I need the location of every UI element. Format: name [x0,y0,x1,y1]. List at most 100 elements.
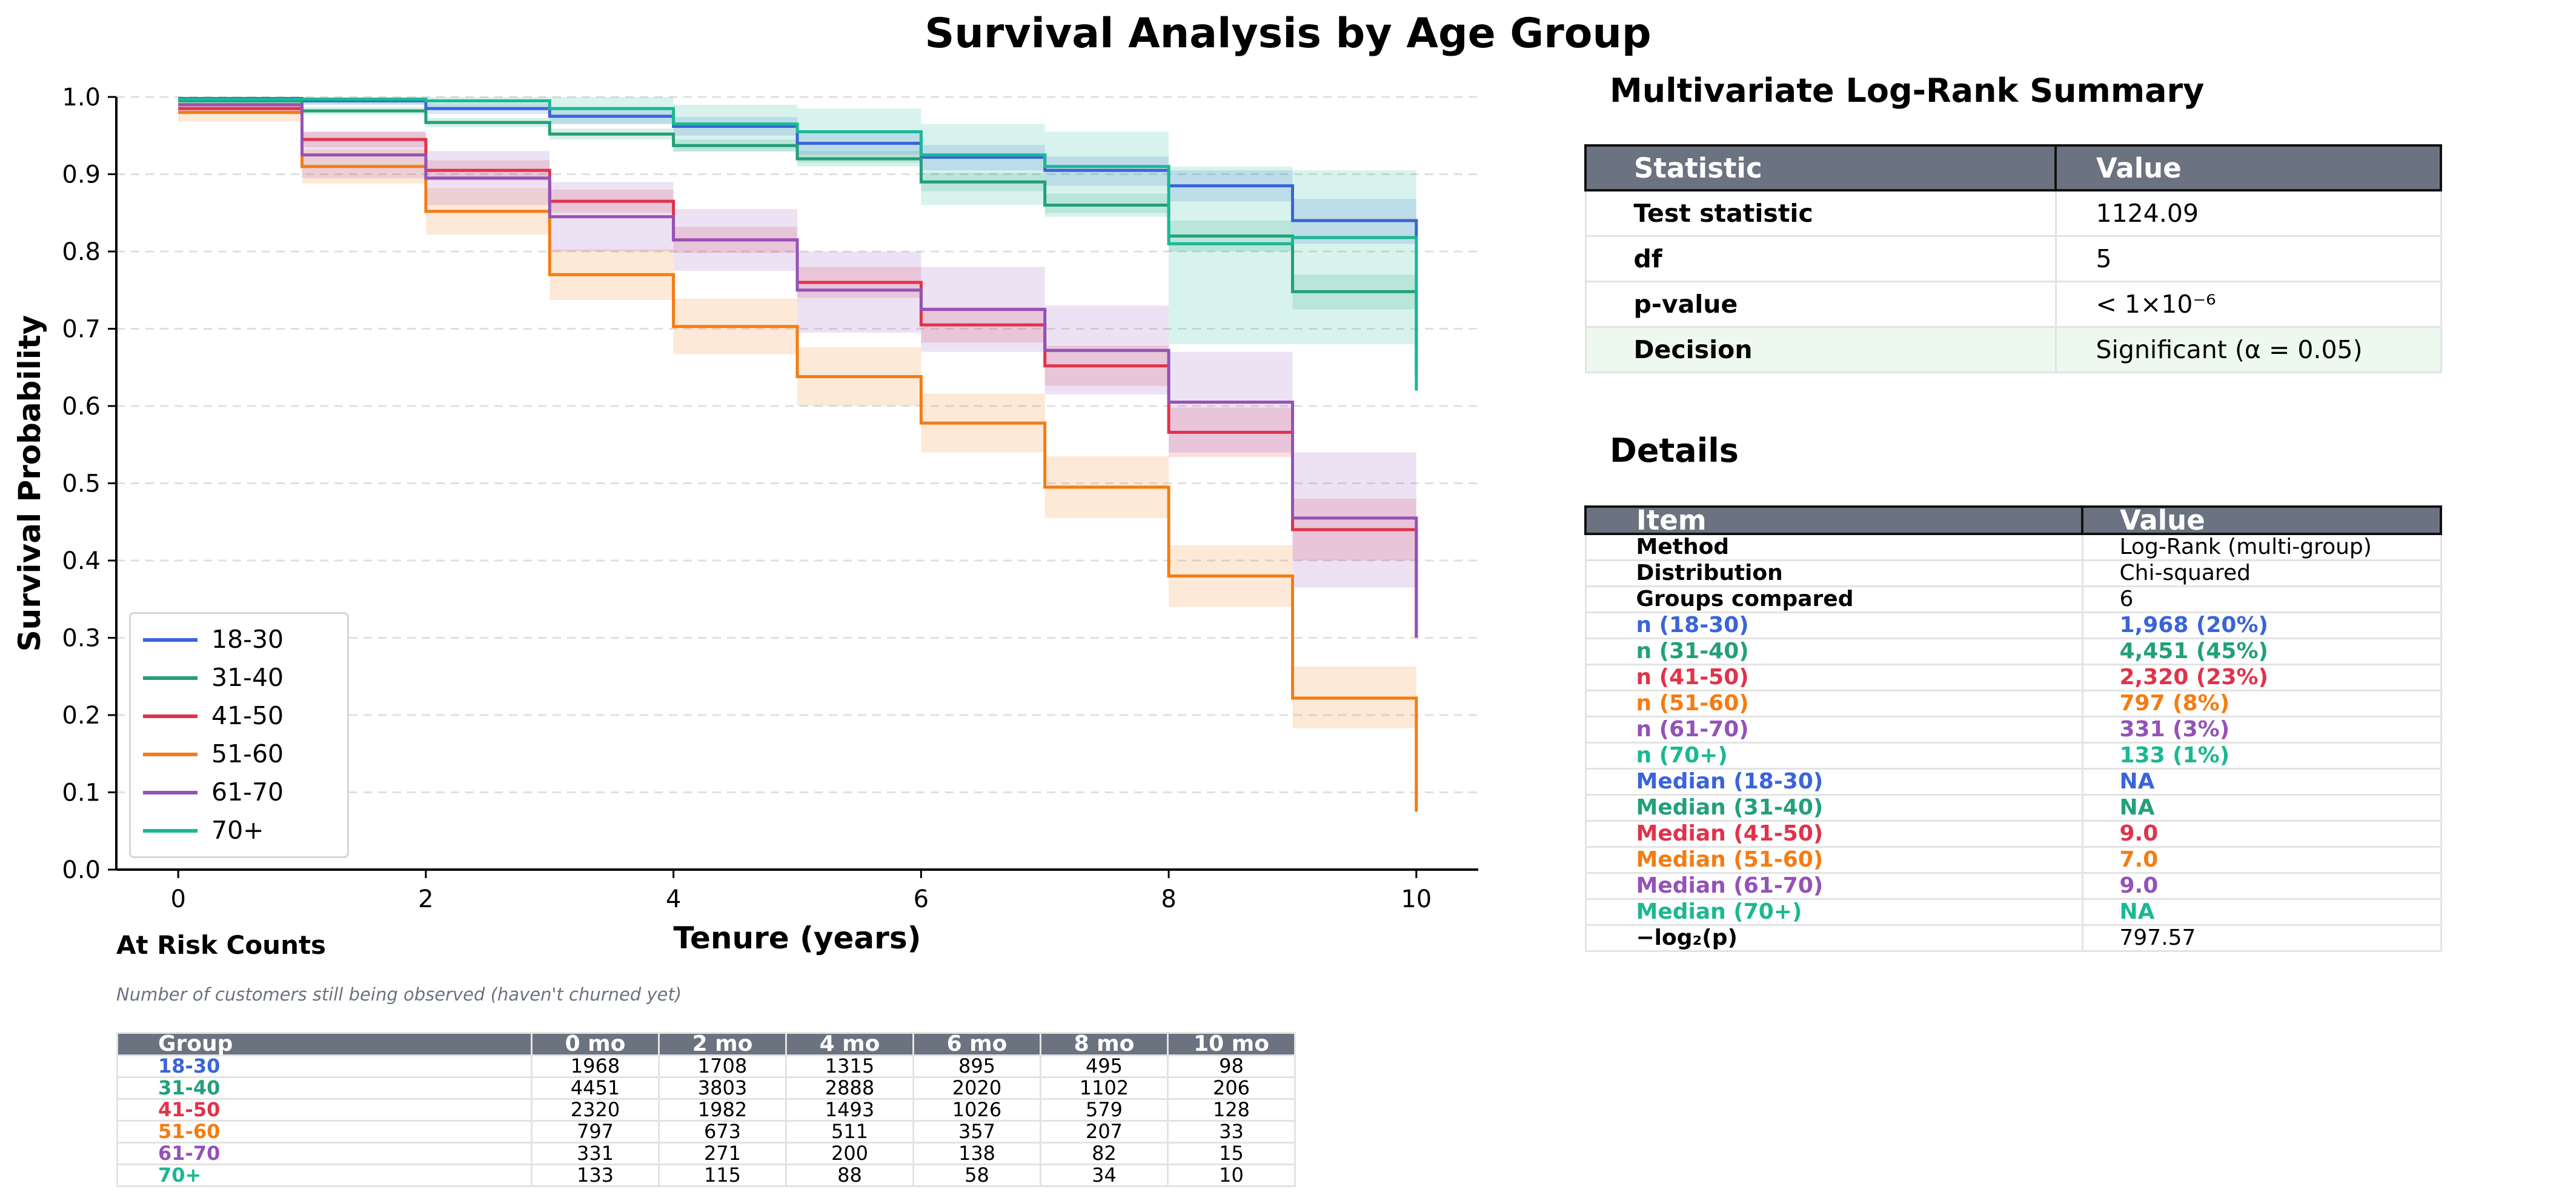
at-risk-count: 3803 [658,1076,787,1100]
survival-curve [178,97,1418,236]
details-value: 331 (3%) [2081,716,2442,744]
at-risk-group: 31-40 [116,1076,533,1100]
at-risk-group: 61-70 [116,1142,533,1165]
at-risk-count: 331 [531,1142,660,1165]
at-risk-count: 34 [1040,1164,1169,1187]
summary-value: 5 [2054,235,2442,282]
y-tick-label: 0.0 [62,856,101,884]
legend-item: 31-40 [131,659,347,696]
details-label: −log₂(p) [1584,924,2083,952]
details-label: Median (18-30) [1584,768,2083,796]
y-tick-label: 1.0 [62,84,101,112]
summary-row-decision: Decision Significant (α = 0.05) [1584,326,2442,373]
at-risk-count: 15 [1167,1142,1296,1165]
details-value: 2,320 (23%) [2081,664,2442,691]
details-row: Groups compared 6 [1584,585,2442,613]
summary-row: p-value < 1×10⁻⁶ [1584,281,2442,328]
details-label: Median (31-40) [1584,794,2083,822]
legend-swatch [143,829,198,833]
details-value: 797.57 [2081,924,2442,952]
legend-swatch [143,638,198,642]
summary-label: p-value [1584,281,2057,328]
details-label: Distribution [1584,559,2083,587]
at-risk-count: 1708 [658,1054,787,1078]
legend-label: 61-70 [211,777,284,807]
at-risk-count: 98 [1167,1054,1296,1078]
at-risk-count: 115 [658,1164,787,1187]
summary-row: Test statistic 1124.09 [1584,189,2442,237]
details-label: Median (70+) [1584,898,2083,926]
at-risk-group: 51-60 [116,1120,533,1144]
x-tick-label: 2 [418,885,433,913]
at-risk-count: 271 [658,1142,787,1165]
legend-label: 31-40 [211,663,284,692]
at-risk-header: 4 mo [785,1032,914,1056]
legend-item: 18-30 [131,621,347,658]
survival-curve [178,98,1418,391]
legend-item: 61-70 [131,774,347,810]
y-tick-label: 0.4 [62,547,101,575]
at-risk-count: 207 [1040,1120,1169,1144]
details-value: 4,451 (45%) [2081,638,2442,665]
at-risk-table: Group 0 mo 2 mo 4 mo 6 mo 8 mo 10 mo 18-30 1968… [116,1032,1296,1187]
summary-value: < 1×10⁻⁶ [2054,281,2442,328]
summary-title: Multivariate Log-Rank Summary [1610,72,2205,110]
at-risk-group: 18-30 [116,1054,533,1078]
at-risk-count: 1982 [658,1098,787,1122]
at-risk-count: 1968 [531,1054,660,1078]
legend-swatch [143,791,198,794]
legend-label: 18-30 [211,625,284,654]
survival-curve [178,103,1418,638]
at-risk-count: 511 [785,1120,914,1144]
at-risk-count: 82 [1040,1142,1169,1165]
at-risk-count: 1026 [912,1098,1041,1122]
details-label: Median (41-50) [1584,820,2083,848]
at-risk-count: 357 [912,1120,1041,1144]
legend-label: 51-60 [211,739,284,768]
details-row: n (51-60) 797 (8%) [1584,690,2442,718]
survival-curves [178,97,1418,812]
at-risk-count: 200 [785,1142,914,1165]
chart-title: Survival Analysis by Age Group [925,10,1651,58]
details-label: n (18-30) [1584,611,2083,639]
at-risk-count: 1315 [785,1054,914,1078]
y-tick-label: 0.5 [62,470,101,498]
details-label: n (51-60) [1584,690,2083,718]
at-risk-header: 2 mo [658,1032,787,1056]
at-risk-count: 1102 [1040,1076,1169,1100]
legend-item: 41-50 [131,698,347,734]
details-row: Median (51-60) 7.0 [1584,846,2442,874]
details-value: 797 (8%) [2081,690,2442,718]
at-risk-count: 2020 [912,1076,1041,1100]
summary-value: 1124.09 [2054,189,2442,237]
details-row: Distribution Chi-squared [1584,559,2442,587]
axes: 0.0 0.1 0.2 0.3 0.4 0.5 0.6 0.7 0.8 0.9 1.0 0 2 4 6 8 10… [12,84,1478,956]
survival-plot: 0.0 0.1 0.2 0.3 0.4 0.5 0.6 0.7 0.8 0.9 1.0 0 2 4 6 8 10… [12,84,1478,956]
summary-table: Statistic Value Test statistic 1124.09 d… [1584,144,2442,373]
at-risk-row: 41-50 2320 1982 1493 1026 579 128 [116,1098,1296,1122]
at-risk-count: 797 [531,1120,660,1144]
legend-item: 70+ [131,812,347,848]
summary-row: df 5 [1584,235,2442,282]
legend-label: 41-50 [211,701,284,730]
at-risk-count: 88 [785,1164,914,1187]
at-risk-count: 10 [1167,1164,1296,1187]
at-risk-count: 895 [912,1054,1041,1078]
summary-label: df [1584,235,2057,282]
at-risk-count: 133 [531,1164,660,1187]
details-label: n (31-40) [1584,638,2083,665]
details-row: n (61-70) 331 (3%) [1584,716,2442,744]
at-risk-row: 61-70 331 271 200 138 82 15 [116,1142,1296,1165]
y-tick-label: 0.8 [62,238,101,266]
details-value: Log-Rank (multi-group) [2081,533,2442,561]
x-axis-label: Tenure (years) [674,921,921,956]
confidence-band [178,103,1416,839]
details-row: Median (61-70) 9.0 [1584,872,2442,900]
at-risk-count: 128 [1167,1098,1296,1122]
at-risk-group: 70+ [116,1164,533,1187]
at-risk-title: At Risk Counts [116,930,327,960]
at-risk-header: 6 mo [912,1032,1041,1056]
at-risk-count: 673 [658,1120,787,1144]
details-value: Chi-squared [2081,559,2442,587]
at-risk-header: 10 mo [1167,1032,1296,1056]
